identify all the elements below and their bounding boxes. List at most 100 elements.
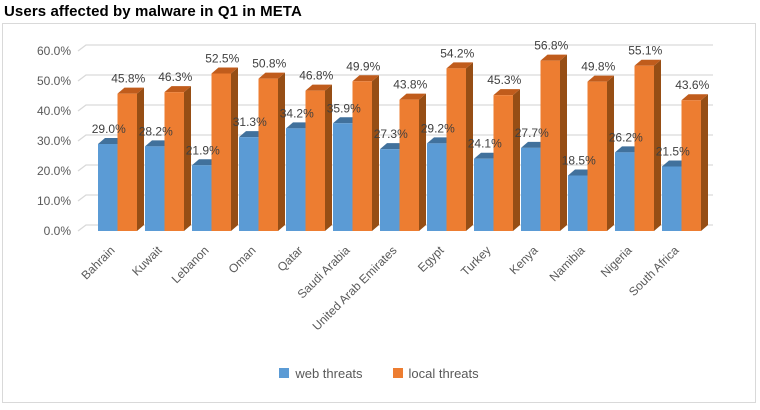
bar-front-face	[192, 165, 212, 231]
y-axis-tick-label: 50.0%	[37, 74, 71, 88]
bar-front-face	[446, 68, 466, 232]
bar-side-face	[513, 89, 520, 231]
bar-front-face	[474, 158, 494, 231]
data-label-local-threats-qatar: 46.8%	[299, 69, 333, 83]
bar-local-threats-egypt[interactable]	[446, 62, 474, 232]
bar-local-threats-bahrain[interactable]	[117, 87, 145, 231]
bar-top-face	[352, 75, 379, 82]
y-axis-tick-label: 10.0%	[37, 194, 71, 208]
bar-local-threats-turkey[interactable]	[493, 89, 521, 231]
data-label-local-threats-turkey: 45.3%	[487, 73, 521, 87]
gridline	[77, 74, 713, 82]
bar-top-face	[399, 93, 426, 100]
bar-front-face	[258, 78, 278, 231]
data-label-web-threats-nigeria: 26.2%	[609, 130, 643, 144]
data-label-web-threats-qatar: 34.2%	[280, 106, 314, 120]
gridline	[77, 44, 713, 52]
bar-top-face	[493, 89, 520, 96]
bar-front-face	[662, 166, 682, 231]
bar-side-face	[419, 93, 426, 231]
bar-front-face	[98, 144, 118, 231]
bar-top-face	[634, 59, 661, 66]
bar-front-face	[211, 73, 231, 231]
y-axis-tick-label: 0.0%	[44, 224, 72, 238]
bar-top-face	[164, 86, 191, 93]
bar-front-face	[521, 147, 541, 231]
bar-front-face	[427, 143, 447, 231]
bar-local-threats-kenya[interactable]	[540, 54, 568, 231]
bar-front-face	[333, 123, 353, 231]
x-axis-label-oman: Oman	[226, 243, 259, 276]
bar-side-face	[560, 54, 567, 231]
bar-front-face	[239, 137, 259, 231]
bar-top-face	[681, 94, 708, 101]
bar-local-threats-nigeria[interactable]	[634, 59, 662, 232]
data-label-local-threats-saudi-arabia: 49.9%	[346, 59, 380, 73]
x-axis-label-kenya: Kenya	[507, 243, 541, 277]
bar-top-face	[305, 84, 332, 91]
x-axis-label-egypt: Egypt	[415, 243, 447, 275]
legend-label-local-threats: local threats	[408, 365, 479, 381]
data-label-local-threats-south-africa: 43.6%	[675, 78, 709, 92]
data-label-web-threats-lebanon: 21.9%	[186, 143, 220, 157]
legend-item-local-threats[interactable]: local threats	[392, 365, 479, 381]
x-axis-label-kuwait: Kuwait	[129, 243, 165, 279]
x-axis-label-south-africa: South Africa	[626, 243, 682, 299]
bar-local-threats-kuwait[interactable]	[164, 86, 192, 231]
bar-side-face	[278, 72, 285, 231]
bar-front-face	[145, 146, 165, 231]
bar-local-threats-namibia[interactable]	[587, 75, 615, 231]
chart-frame: 0.0% 10.0% 20.0% 30.0% 40.0% 50.0% 60.0% 29.0% 4…	[2, 23, 756, 403]
bar-top-face	[540, 54, 567, 61]
y-axis-tick-label: 60.0%	[37, 44, 71, 58]
bar-top-face	[117, 87, 144, 94]
data-label-web-threats-united-arab-emirates: 27.3%	[374, 127, 408, 141]
data-label-local-threats-egypt: 54.2%	[440, 46, 474, 60]
bar-side-face	[184, 86, 191, 231]
bar-local-threats-united-arab-emirates[interactable]	[399, 93, 427, 231]
y-axis-tick-label: 20.0%	[37, 164, 71, 178]
legend-label-web-threats: web threats	[295, 365, 363, 381]
bar-local-threats-saudi-arabia[interactable]	[352, 75, 380, 231]
data-label-web-threats-kuwait: 28.2%	[139, 124, 173, 138]
bar-front-face	[352, 81, 372, 231]
bar-front-face	[380, 149, 400, 231]
bar-front-face	[540, 60, 560, 231]
bar-front-face	[587, 81, 607, 231]
bar-local-threats-lebanon[interactable]	[211, 67, 239, 232]
bar-side-face	[372, 75, 379, 231]
bar-side-face	[654, 59, 661, 232]
data-label-web-threats-bahrain: 29.0%	[92, 122, 126, 136]
bar-top-face	[258, 72, 285, 79]
data-label-local-threats-oman: 50.8%	[252, 57, 286, 71]
bar-side-face	[137, 87, 144, 231]
data-label-web-threats-kenya: 27.7%	[515, 126, 549, 140]
bar-front-face	[568, 175, 588, 231]
bar-side-face	[701, 94, 708, 231]
data-label-local-threats-united-arab-emirates: 43.8%	[393, 78, 427, 92]
data-label-local-threats-kuwait: 46.3%	[158, 70, 192, 84]
y-axis-tick-label: 30.0%	[37, 134, 71, 148]
bar-local-threats-qatar[interactable]	[305, 84, 333, 231]
chart-legend: web threats local threats	[3, 364, 755, 382]
x-axis-label-namibia: Namibia	[547, 243, 588, 284]
bar-top-face	[587, 75, 614, 82]
data-label-web-threats-saudi-arabia: 35.9%	[327, 101, 361, 115]
bar-chart-plot: 0.0% 10.0% 20.0% 30.0% 40.0% 50.0% 60.0% 29.0% 4…	[37, 39, 713, 333]
data-label-local-threats-lebanon: 52.5%	[205, 52, 239, 66]
bar-local-threats-south-africa[interactable]	[681, 94, 709, 231]
chart-title: Users affected by malware in Q1 in META	[4, 3, 302, 20]
legend-swatch-local-threats	[392, 368, 403, 378]
bar-front-face	[399, 99, 419, 231]
legend-swatch-web-threats	[279, 368, 290, 378]
x-axis-label-turkey: Turkey	[458, 243, 494, 279]
x-axis-label-united-arab-emirates: United Arab Emirates	[310, 243, 400, 333]
bar-side-face	[231, 67, 238, 231]
bar-front-face	[117, 93, 137, 231]
bar-local-threats-oman[interactable]	[258, 72, 286, 231]
legend-item-web-threats[interactable]: web threats	[279, 365, 363, 381]
data-label-web-threats-oman: 31.3%	[233, 115, 267, 129]
x-axis-label-nigeria: Nigeria	[598, 243, 635, 280]
bar-front-face	[286, 128, 306, 231]
bar-top-face	[446, 62, 473, 69]
